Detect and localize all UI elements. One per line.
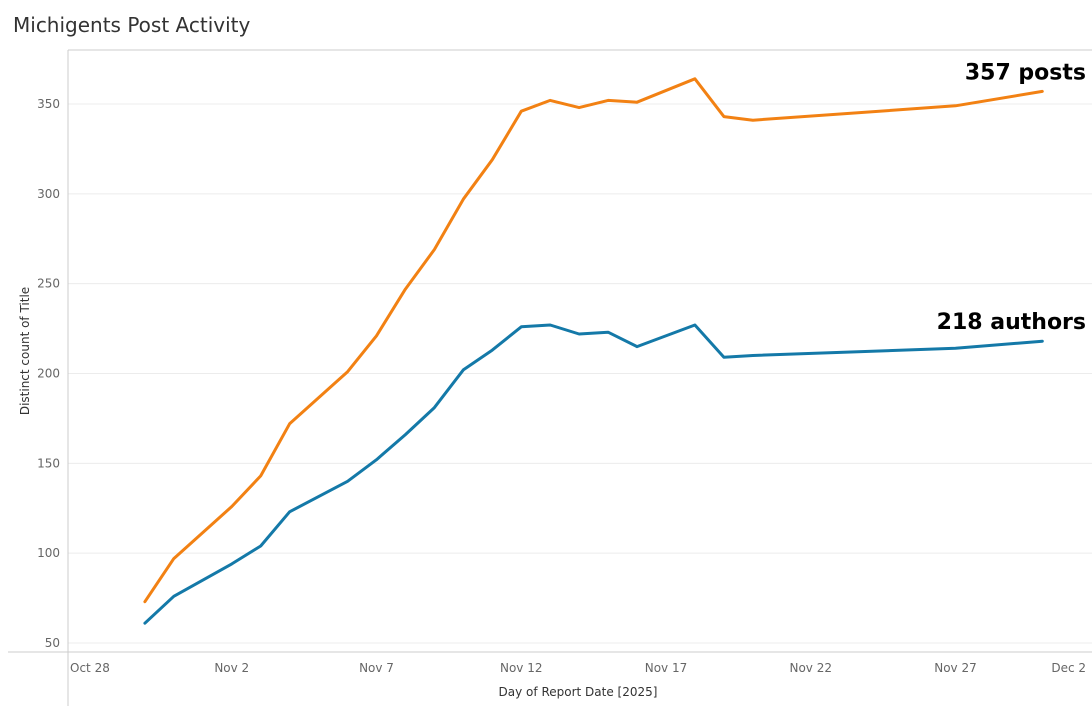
x-tick-label: Nov 12	[500, 661, 543, 675]
x-tick-label: Nov 22	[789, 661, 832, 675]
x-tick-label: Nov 7	[359, 661, 394, 675]
y-tick-label: 250	[37, 277, 60, 291]
series-lines	[143, 77, 1044, 625]
x-tick-label: Nov 27	[934, 661, 977, 675]
x-tick-label: Dec 2	[1051, 661, 1086, 675]
y-tick-label: 100	[37, 546, 60, 560]
x-tick-label: Oct 28	[70, 661, 110, 675]
y-axis-title: Distinct count of Title	[18, 287, 32, 415]
end-labels: 357 posts 218 authors	[937, 60, 1086, 335]
end-label-posts: 357 posts	[965, 60, 1086, 85]
y-tick-label: 350	[37, 97, 60, 111]
y-tick-label: 50	[45, 636, 60, 650]
x-tick-label: Nov 17	[645, 661, 688, 675]
series-line-authors	[143, 323, 1044, 625]
gridlines	[68, 103, 1092, 644]
y-tick-labels: 50 100 150 200 250 300 350	[37, 97, 60, 650]
chart-title: Michigents Post Activity	[13, 13, 251, 37]
y-tick-label: 200	[37, 367, 60, 381]
end-label-authors: 218 authors	[937, 310, 1086, 335]
x-tick-labels: Oct 28 Nov 2 Nov 7 Nov 12 Nov 17 Nov 22 Nov 27…	[70, 661, 1086, 675]
x-axis-title: Day of Report Date [2025]	[499, 685, 658, 699]
y-tick-label: 300	[37, 187, 60, 201]
series-line-posts	[143, 77, 1044, 604]
x-tick-label: Nov 2	[214, 661, 249, 675]
y-tick-label: 150	[37, 456, 60, 470]
